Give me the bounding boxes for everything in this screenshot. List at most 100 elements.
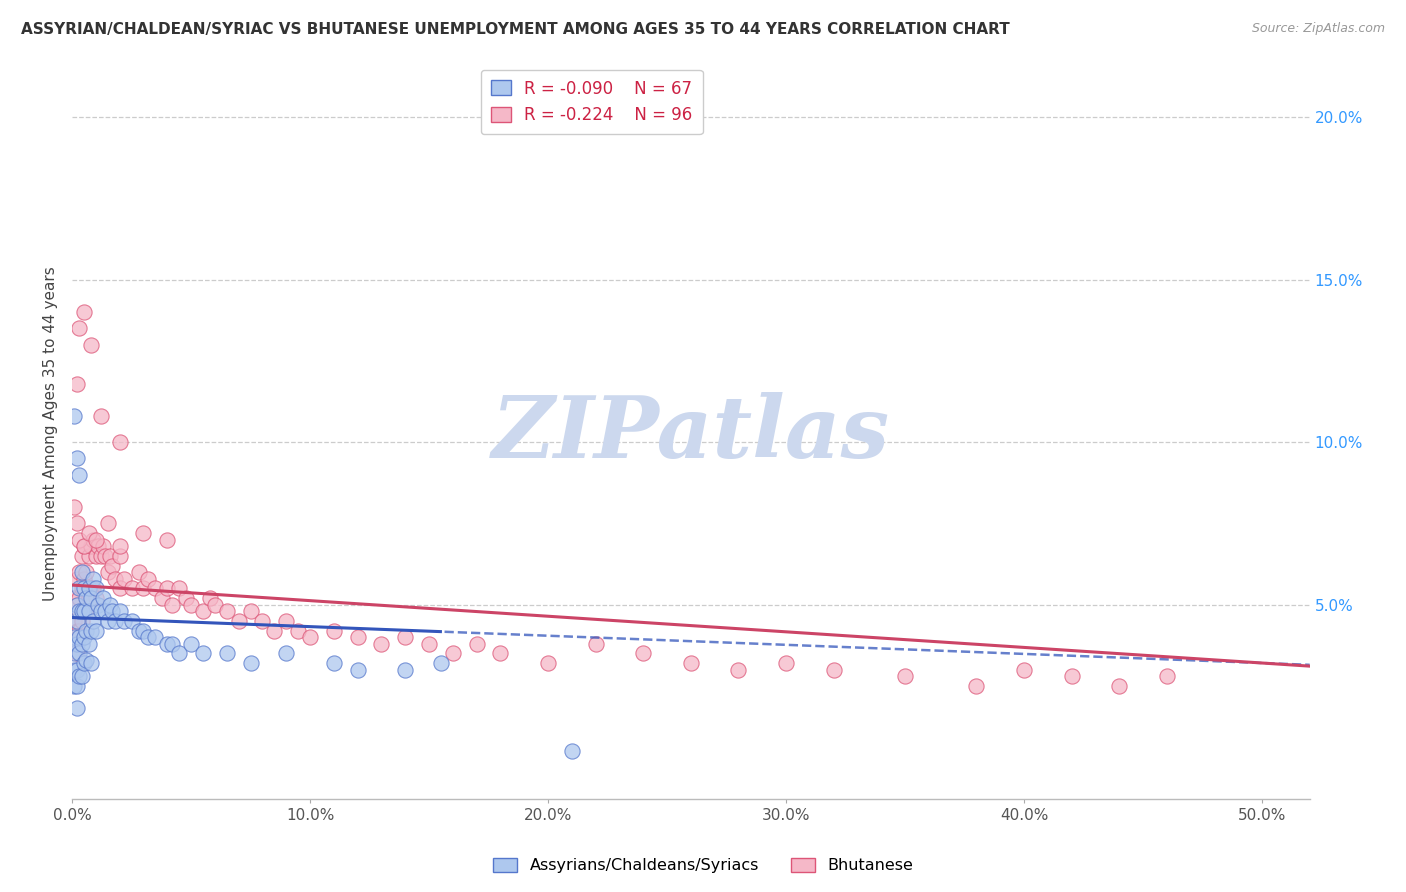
Point bbox=[561, 744, 583, 758]
Point bbox=[322, 656, 344, 670]
Point bbox=[67, 646, 90, 660]
Point bbox=[108, 539, 131, 553]
Point bbox=[91, 591, 114, 605]
Point bbox=[63, 614, 86, 628]
Point bbox=[108, 604, 131, 618]
Point bbox=[63, 663, 86, 677]
Point bbox=[82, 533, 104, 547]
Point bbox=[77, 549, 100, 563]
Point bbox=[75, 624, 97, 638]
Point bbox=[70, 614, 93, 628]
Point bbox=[239, 656, 262, 670]
Point bbox=[204, 598, 226, 612]
Point bbox=[73, 539, 96, 553]
Point bbox=[298, 630, 321, 644]
Point bbox=[66, 636, 89, 650]
Point bbox=[73, 604, 96, 618]
Point bbox=[73, 305, 96, 319]
Point bbox=[894, 669, 917, 683]
Point bbox=[1108, 679, 1130, 693]
Point bbox=[77, 604, 100, 618]
Point bbox=[98, 549, 121, 563]
Point bbox=[346, 630, 368, 644]
Point bbox=[276, 646, 298, 660]
Point bbox=[70, 636, 93, 650]
Point bbox=[1012, 663, 1035, 677]
Point bbox=[160, 636, 183, 650]
Point bbox=[67, 669, 90, 683]
Point bbox=[67, 321, 90, 335]
Point bbox=[66, 598, 89, 612]
Point bbox=[66, 624, 89, 638]
Legend: R = -0.090    N = 67, R = -0.224    N = 96: R = -0.090 N = 67, R = -0.224 N = 96 bbox=[481, 70, 703, 134]
Point bbox=[252, 614, 274, 628]
Point bbox=[112, 614, 135, 628]
Point bbox=[63, 636, 86, 650]
Point bbox=[66, 646, 89, 660]
Point bbox=[441, 646, 464, 660]
Point bbox=[1156, 669, 1178, 683]
Point bbox=[66, 376, 89, 391]
Point bbox=[112, 572, 135, 586]
Point bbox=[66, 663, 89, 677]
Point bbox=[77, 636, 100, 650]
Point bbox=[84, 624, 107, 638]
Point bbox=[97, 565, 120, 579]
Point bbox=[823, 663, 845, 677]
Point bbox=[70, 582, 93, 596]
Point bbox=[128, 624, 150, 638]
Point bbox=[67, 565, 90, 579]
Point bbox=[91, 539, 114, 553]
Point bbox=[239, 604, 262, 618]
Point bbox=[465, 636, 488, 650]
Point bbox=[70, 669, 93, 683]
Point bbox=[66, 614, 89, 628]
Point bbox=[75, 604, 97, 618]
Point bbox=[215, 604, 238, 618]
Point bbox=[263, 624, 285, 638]
Point bbox=[98, 598, 121, 612]
Y-axis label: Unemployment Among Ages 35 to 44 years: Unemployment Among Ages 35 to 44 years bbox=[44, 267, 58, 601]
Point bbox=[75, 591, 97, 605]
Point bbox=[143, 630, 166, 644]
Point bbox=[63, 646, 86, 660]
Text: ASSYRIAN/CHALDEAN/SYRIAC VS BHUTANESE UNEMPLOYMENT AMONG AGES 35 TO 44 YEARS COR: ASSYRIAN/CHALDEAN/SYRIAC VS BHUTANESE UN… bbox=[21, 22, 1010, 37]
Point bbox=[66, 598, 89, 612]
Point bbox=[775, 656, 797, 670]
Point bbox=[63, 630, 86, 644]
Point bbox=[136, 630, 159, 644]
Point bbox=[160, 598, 183, 612]
Point bbox=[346, 663, 368, 677]
Point bbox=[82, 572, 104, 586]
Point bbox=[104, 614, 127, 628]
Point bbox=[63, 591, 86, 605]
Point bbox=[198, 591, 221, 605]
Point bbox=[73, 604, 96, 618]
Point bbox=[128, 565, 150, 579]
Point bbox=[80, 337, 103, 351]
Point bbox=[132, 582, 155, 596]
Point bbox=[77, 591, 100, 605]
Point bbox=[174, 591, 197, 605]
Point bbox=[108, 435, 131, 450]
Point bbox=[87, 598, 110, 612]
Point bbox=[67, 582, 90, 596]
Point bbox=[73, 582, 96, 596]
Point bbox=[101, 604, 124, 618]
Point bbox=[143, 582, 166, 596]
Point bbox=[191, 604, 214, 618]
Point bbox=[70, 549, 93, 563]
Point bbox=[136, 572, 159, 586]
Point bbox=[287, 624, 309, 638]
Point bbox=[66, 451, 89, 466]
Point bbox=[156, 582, 179, 596]
Point bbox=[84, 549, 107, 563]
Point bbox=[370, 636, 392, 650]
Point bbox=[90, 409, 112, 424]
Point bbox=[80, 539, 103, 553]
Point bbox=[67, 630, 90, 644]
Point bbox=[63, 679, 86, 693]
Point bbox=[679, 656, 702, 670]
Point bbox=[191, 646, 214, 660]
Point bbox=[180, 598, 202, 612]
